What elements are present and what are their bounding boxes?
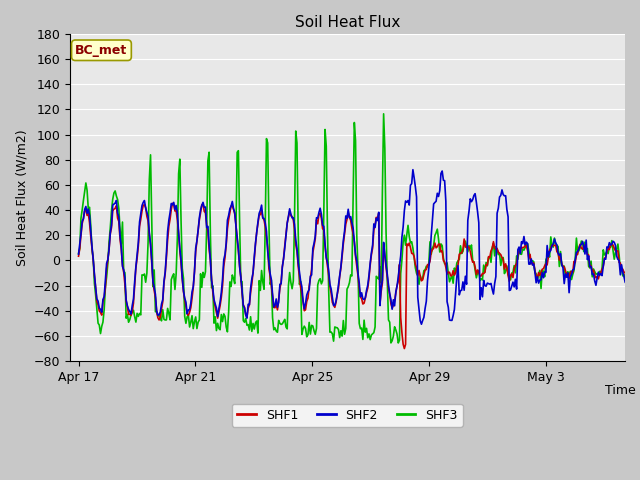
Legend: SHF1, SHF2, SHF3: SHF1, SHF2, SHF3: [232, 404, 463, 427]
SHF3: [546, 254, 554, 260]
Text: BC_met: BC_met: [76, 44, 127, 57]
SHF1: [169, 201, 177, 206]
SHF1: [630, 256, 637, 262]
SHF2: [75, 251, 83, 257]
SHF2: [417, 321, 425, 327]
SHF1: [320, 227, 328, 233]
SHF2: [319, 222, 326, 228]
SHF3: [394, 340, 402, 346]
SHF1: [75, 253, 83, 259]
SHF3: [366, 337, 374, 343]
SHF3: [347, 272, 355, 278]
SHF2: [546, 249, 554, 255]
SHF1: [401, 346, 408, 351]
X-axis label: Time: Time: [605, 384, 636, 397]
Line: SHF3: SHF3: [79, 114, 634, 343]
SHF3: [630, 257, 637, 263]
SHF3: [356, 326, 364, 332]
SHF2: [630, 261, 637, 266]
Line: SHF2: SHF2: [79, 169, 634, 324]
SHF2: [366, 260, 374, 266]
SHF1: [546, 248, 554, 253]
SHF3: [380, 111, 387, 117]
SHF2: [347, 214, 355, 219]
Title: Soil Heat Flux: Soil Heat Flux: [294, 15, 400, 30]
SHF1: [348, 225, 356, 231]
SHF2: [574, 249, 582, 254]
SHF3: [574, 249, 582, 255]
SHF3: [319, 278, 326, 284]
SHF2: [409, 167, 417, 172]
SHF1: [574, 252, 582, 257]
Line: SHF1: SHF1: [79, 204, 634, 348]
SHF2: [356, 294, 364, 300]
Y-axis label: Soil Heat Flux (W/m2): Soil Heat Flux (W/m2): [15, 129, 28, 266]
SHF3: [75, 251, 83, 256]
SHF1: [358, 296, 365, 302]
SHF1: [367, 252, 375, 258]
